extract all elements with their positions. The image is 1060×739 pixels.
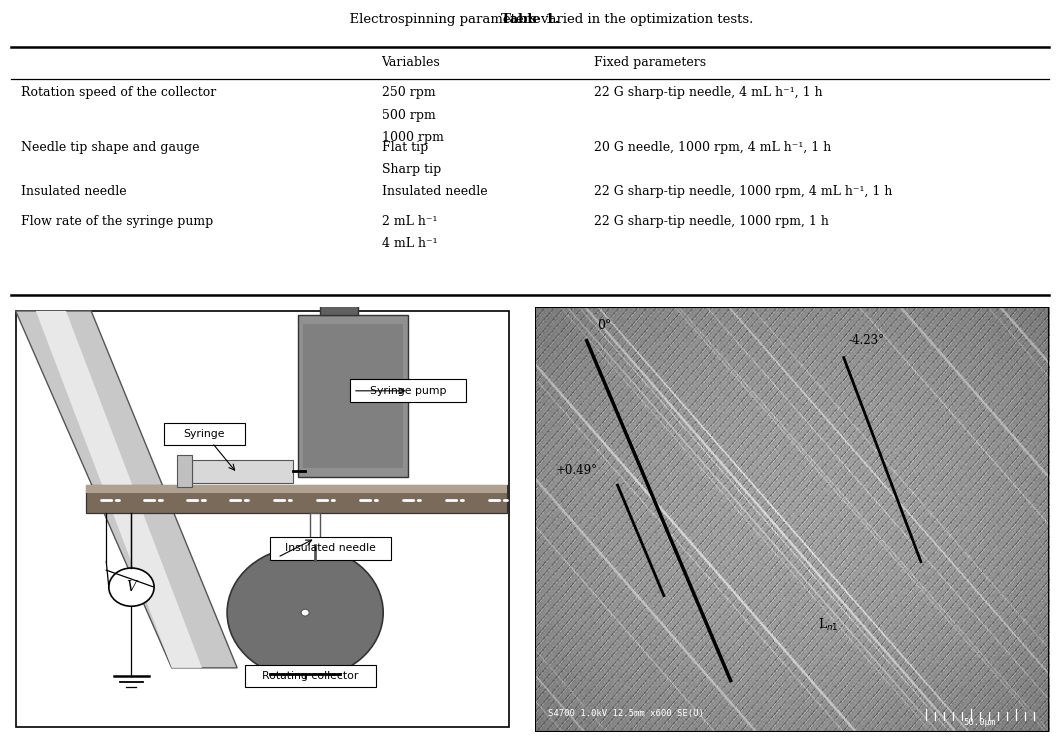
Text: 22 G sharp-tip needle, 1000 rpm, 1 h: 22 G sharp-tip needle, 1000 rpm, 1 h <box>594 215 829 228</box>
Bar <box>192 460 293 483</box>
Text: Syringe: Syringe <box>183 429 225 439</box>
FancyBboxPatch shape <box>270 537 391 559</box>
Bar <box>320 273 358 315</box>
Text: Needle tip shape and gauge: Needle tip shape and gauge <box>21 141 199 154</box>
Text: +0.49°: +0.49° <box>555 463 598 477</box>
FancyBboxPatch shape <box>164 423 245 445</box>
Text: Insulated needle: Insulated needle <box>285 543 375 554</box>
Text: 250 rpm: 250 rpm <box>382 86 436 100</box>
Text: 20 G needle, 1000 rpm, 4 mL h⁻¹, 1 h: 20 G needle, 1000 rpm, 4 mL h⁻¹, 1 h <box>594 141 831 154</box>
FancyBboxPatch shape <box>351 379 466 402</box>
Polygon shape <box>36 311 201 668</box>
FancyBboxPatch shape <box>245 665 375 687</box>
Bar <box>177 455 192 487</box>
Text: S4700 1.0kV 12.5mm x600 SE(U): S4700 1.0kV 12.5mm x600 SE(U) <box>548 709 704 718</box>
Text: Fixed parameters: Fixed parameters <box>594 56 706 69</box>
Circle shape <box>227 547 384 678</box>
Bar <box>86 485 507 494</box>
Circle shape <box>109 568 154 606</box>
Text: Electrospinning parameters varied in the optimization tests.: Electrospinning parameters varied in the… <box>306 13 754 26</box>
Text: Variables: Variables <box>382 56 440 69</box>
Text: 22 G sharp-tip needle, 4 mL h⁻¹, 1 h: 22 G sharp-tip needle, 4 mL h⁻¹, 1 h <box>594 86 823 100</box>
Text: Rotating collector: Rotating collector <box>262 671 358 681</box>
Circle shape <box>301 609 310 616</box>
Text: 1000 rpm: 1000 rpm <box>382 131 443 144</box>
Bar <box>311 513 320 545</box>
Text: Flow rate of the syringe pump: Flow rate of the syringe pump <box>21 215 213 228</box>
Text: Rotation speed of the collector: Rotation speed of the collector <box>21 86 216 100</box>
Text: 22 G sharp-tip needle, 1000 rpm, 4 mL h⁻¹, 1 h: 22 G sharp-tip needle, 1000 rpm, 4 mL h⁻… <box>594 185 891 199</box>
Bar <box>303 324 403 469</box>
Bar <box>298 315 408 477</box>
Text: 2 mL h⁻¹: 2 mL h⁻¹ <box>382 215 437 228</box>
Text: -4.23°: -4.23° <box>849 334 885 347</box>
Text: Flat tip: Flat tip <box>382 141 428 154</box>
Text: Table 1.: Table 1. <box>500 13 560 26</box>
Text: Insulated needle: Insulated needle <box>382 185 488 199</box>
Text: V: V <box>126 580 137 594</box>
Text: 0°: 0° <box>597 319 612 332</box>
Text: 50.0μm: 50.0μm <box>964 718 996 726</box>
Text: 500 rpm: 500 rpm <box>382 109 436 122</box>
Text: 4 mL h⁻¹: 4 mL h⁻¹ <box>382 237 437 251</box>
Text: L$_{n1}$: L$_{n1}$ <box>818 617 838 633</box>
Polygon shape <box>16 311 237 668</box>
Bar <box>86 485 507 513</box>
Text: Syringe pump: Syringe pump <box>370 386 446 395</box>
Text: Insulated needle: Insulated needle <box>21 185 127 199</box>
Text: Sharp tip: Sharp tip <box>382 163 441 177</box>
